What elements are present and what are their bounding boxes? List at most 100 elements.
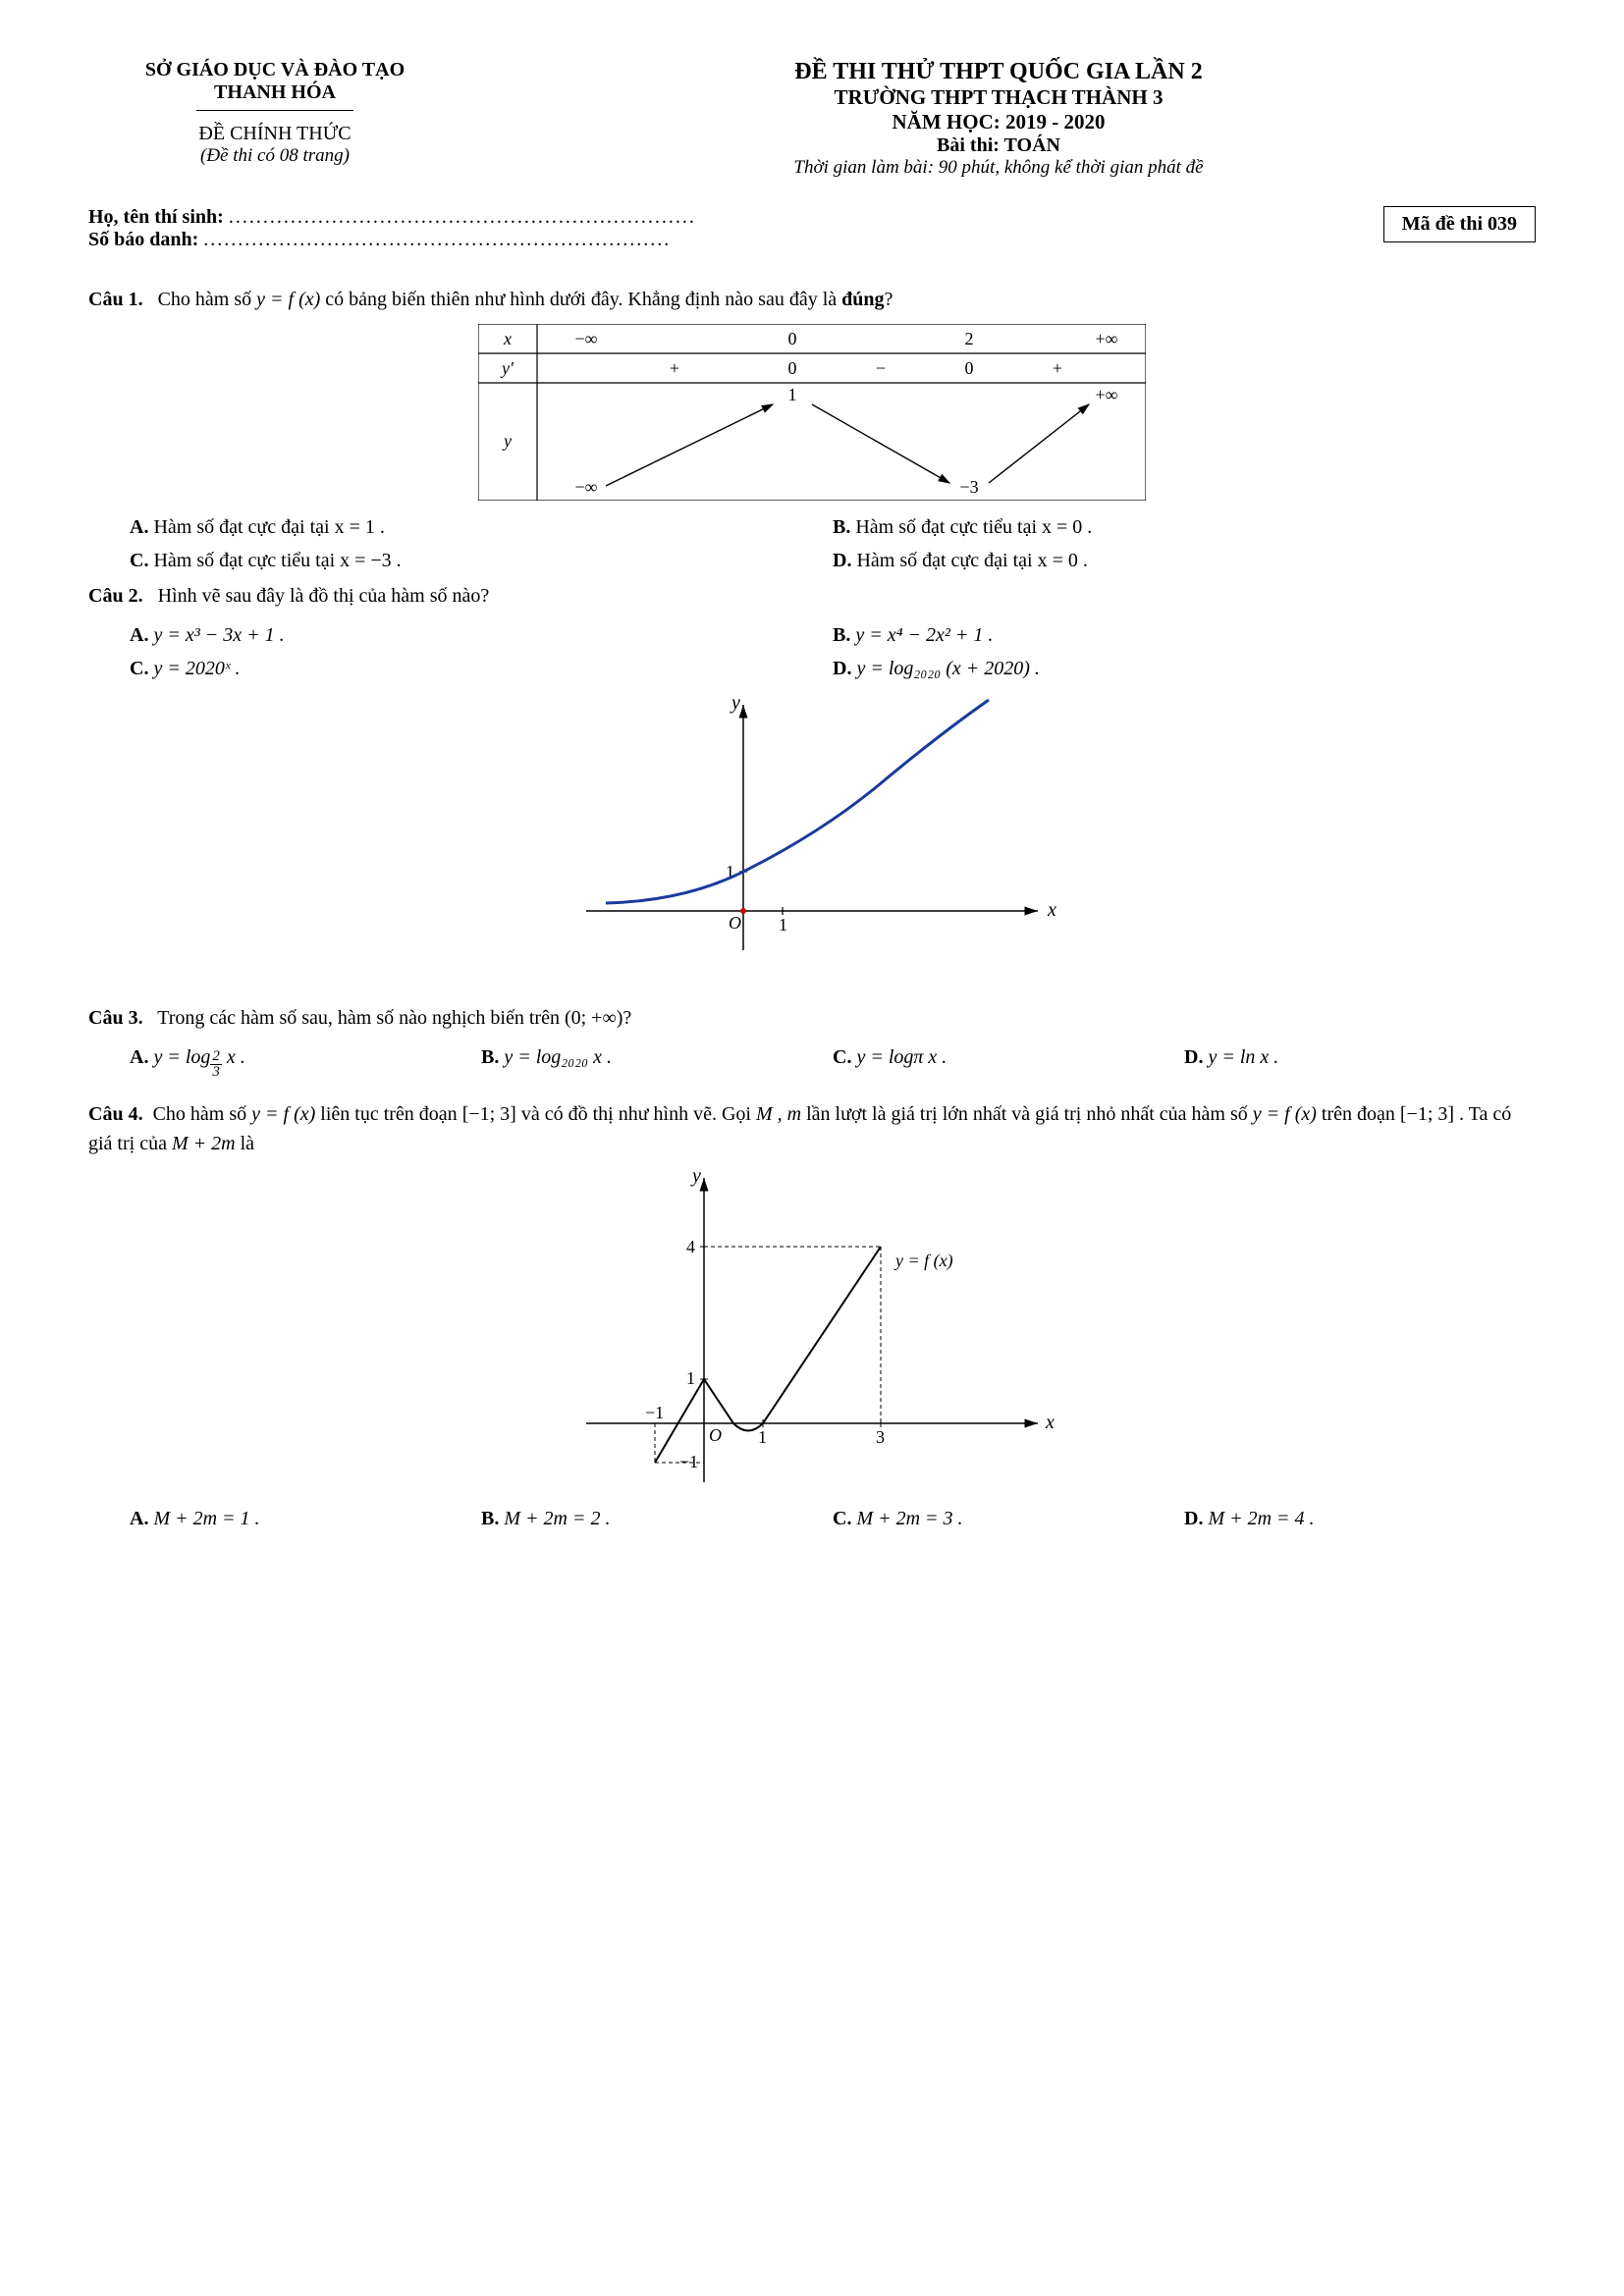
q2-text: Hình vẽ sau đây là đồ thị của hàm số nào… bbox=[158, 585, 490, 607]
svg-text:O: O bbox=[729, 913, 741, 933]
svg-text:−3: −3 bbox=[959, 477, 978, 497]
svg-text:+∞: +∞ bbox=[1096, 385, 1118, 404]
svg-text:1: 1 bbox=[758, 1427, 767, 1447]
svg-text:1: 1 bbox=[788, 385, 797, 404]
variation-table: x −∞ 0 2 +∞ y′ + 0 − 0 + y 1 −∞ −3 +∞ bbox=[478, 324, 1146, 501]
q4-expr: M + 2m bbox=[172, 1133, 236, 1154]
org-line2: THANH HÓA bbox=[88, 81, 461, 104]
q3-opt-d: D. y = ln x . bbox=[1184, 1041, 1536, 1082]
svg-text:x: x bbox=[503, 329, 512, 348]
q4-opt-a: A. M + 2m = 1 . bbox=[130, 1502, 481, 1535]
svg-text:−1: −1 bbox=[679, 1452, 698, 1471]
divider-left bbox=[196, 110, 353, 111]
q4-opt-d: D. M + 2m = 4 . bbox=[1184, 1502, 1536, 1535]
q2-opt-b: B. y = x⁴ − 2x² + 1 . bbox=[833, 618, 1536, 652]
q2-graph: x y O 1 1 bbox=[567, 695, 1057, 970]
q2-options: A. y = x³ − 3x + 1 . B. y = x⁴ − 2x² + 1… bbox=[130, 618, 1536, 685]
svg-text:−: − bbox=[876, 358, 886, 378]
q4-text-d: lần lượt là giá trị lớn nhất và giá trị … bbox=[806, 1103, 1253, 1125]
q2-opt-a: A. y = x³ − 3x + 1 . bbox=[130, 618, 833, 652]
svg-text:2: 2 bbox=[965, 329, 974, 348]
q4-text-e: trên đoạn bbox=[1322, 1103, 1400, 1125]
info-row: Họ, tên thí sinh: Số báo danh: Mã đề thi… bbox=[88, 206, 1536, 251]
question-1: Câu 1. Cho hàm số y = f (x) có bảng biến… bbox=[88, 285, 1536, 577]
svg-text:O: O bbox=[709, 1425, 722, 1445]
svg-text:1: 1 bbox=[686, 1368, 695, 1388]
svg-text:y = f (x): y = f (x) bbox=[893, 1251, 953, 1271]
q4-graph: x y O −1 1 3 −1 1 4 y = f (x) bbox=[557, 1168, 1067, 1492]
svg-text:3: 3 bbox=[876, 1427, 885, 1447]
svg-text:4: 4 bbox=[686, 1237, 695, 1256]
title-line5: Thời gian làm bài: 90 phút, không kể thờ… bbox=[461, 157, 1536, 179]
q1-opt-b: B. Hàm số đạt cực tiểu tại x = 0 . bbox=[833, 510, 1536, 544]
q4-text-a: Cho hàm số bbox=[153, 1103, 252, 1125]
q4-options: A. M + 2m = 1 . B. M + 2m = 2 . C. M + 2… bbox=[130, 1502, 1536, 1535]
q2-opt-c: C. y = 2020ˣ . bbox=[130, 652, 833, 685]
q4-int2: [−1; 3] bbox=[1400, 1103, 1454, 1125]
q1-opt-a: A. Hàm số đạt cực đại tại x = 1 . bbox=[130, 510, 833, 544]
svg-text:y: y bbox=[502, 431, 512, 451]
q4-opt-c: C. M + 2m = 3 . bbox=[833, 1502, 1184, 1535]
svg-text:−∞: −∞ bbox=[575, 477, 598, 497]
q3-opt-b: B. y = log₂₀₂₀ x . bbox=[481, 1041, 833, 1082]
q1-label: Câu 1. bbox=[88, 289, 143, 310]
q3-label: Câu 3. bbox=[88, 1007, 143, 1029]
q3-opt-a: A. y = log23 x . bbox=[130, 1041, 481, 1082]
title-line1: ĐỀ THI THỬ THPT QUỐC GIA LẦN 2 bbox=[461, 59, 1536, 85]
header-left: SỞ GIÁO DỤC VÀ ĐÀO TẠO THANH HÓA ĐỀ CHÍN… bbox=[88, 59, 461, 179]
name-dots bbox=[229, 206, 696, 228]
q1-opt-d: D. Hàm số đạt cực đại tại x = 0 . bbox=[833, 544, 1536, 577]
svg-text:+∞: +∞ bbox=[1096, 329, 1118, 348]
q3-opt-c: C. y = logπ x . bbox=[833, 1041, 1184, 1082]
q4-label: Câu 4. bbox=[88, 1103, 143, 1125]
title-line3: NĂM HỌC: 2019 - 2020 bbox=[461, 110, 1536, 134]
svg-text:+: + bbox=[670, 358, 679, 378]
q2-label: Câu 2. bbox=[88, 585, 143, 607]
q1-fx: y = f (x) bbox=[256, 289, 320, 310]
q4-Mm: M , m bbox=[756, 1103, 801, 1125]
id-dots bbox=[203, 229, 671, 250]
q1-text-c: ? bbox=[885, 289, 893, 310]
q3-text-b: ? bbox=[623, 1007, 631, 1029]
q1-opt-c: C. Hàm số đạt cực tiểu tại x = −3 . bbox=[130, 544, 833, 577]
header: SỞ GIÁO DỤC VÀ ĐÀO TẠO THANH HÓA ĐỀ CHÍN… bbox=[88, 59, 1536, 179]
q1-text-a: Cho hàm số bbox=[158, 289, 257, 310]
q2-opt-d: D. y = log₂₀₂₀ (x + 2020) . bbox=[833, 652, 1536, 685]
org-line1: SỞ GIÁO DỤC VÀ ĐÀO TẠO bbox=[88, 59, 461, 81]
svg-text:y′: y′ bbox=[500, 358, 514, 378]
q4-text-g: là bbox=[241, 1133, 254, 1154]
pages-label: (Đề thi có 08 trang) bbox=[88, 145, 461, 167]
question-2: Câu 2. Hình vẽ sau đây là đồ thị của hàm… bbox=[88, 581, 1536, 970]
question-3: Câu 3. Trong các hàm số sau, hàm số nào … bbox=[88, 1003, 1536, 1082]
name-label: Họ, tên thí sinh: bbox=[88, 206, 224, 228]
official-label: ĐỀ CHÍNH THỨC bbox=[88, 123, 461, 145]
q4-int1: [−1; 3] bbox=[462, 1103, 516, 1125]
question-4: Câu 4. Cho hàm số y = f (x) liên tục trê… bbox=[88, 1099, 1536, 1535]
q3-options: A. y = log23 x . B. y = log₂₀₂₀ x . C. y… bbox=[130, 1041, 1536, 1082]
q4-text-b: liên tục trên đoạn bbox=[320, 1103, 461, 1125]
svg-text:−∞: −∞ bbox=[575, 329, 598, 348]
title-line4: Bài thi: TOÁN bbox=[461, 134, 1536, 157]
q4-fx2: y = f (x) bbox=[1253, 1103, 1317, 1125]
q4-fx: y = f (x) bbox=[251, 1103, 315, 1125]
svg-text:0: 0 bbox=[965, 358, 974, 378]
title-line2: TRƯỜNG THPT THẠCH THÀNH 3 bbox=[461, 85, 1536, 110]
svg-text:x: x bbox=[1047, 899, 1056, 921]
svg-text:+: + bbox=[1053, 358, 1062, 378]
svg-text:1: 1 bbox=[779, 915, 787, 934]
svg-text:y: y bbox=[690, 1168, 701, 1187]
exam-code-box: Mã đề thi 039 bbox=[1383, 206, 1536, 242]
q3-interval: (0; +∞) bbox=[565, 1007, 623, 1029]
svg-text:0: 0 bbox=[788, 329, 797, 348]
q4-opt-b: B. M + 2m = 2 . bbox=[481, 1502, 833, 1535]
svg-text:−1: −1 bbox=[645, 1403, 664, 1422]
header-right: ĐỀ THI THỬ THPT QUỐC GIA LẦN 2 TRƯỜNG TH… bbox=[461, 59, 1536, 179]
q1-bold: đúng bbox=[841, 289, 884, 310]
q1-text-b: có bảng biến thiên như hình dưới đây. Kh… bbox=[325, 289, 841, 310]
q3-text-a: Trong các hàm số sau, hàm số nào nghịch … bbox=[157, 1007, 560, 1029]
q1-options: A. Hàm số đạt cực đại tại x = 1 . B. Hàm… bbox=[130, 510, 1536, 577]
q4-text-c: và có đồ thị như hình vẽ. Gọi bbox=[521, 1103, 756, 1125]
candidate-info: Họ, tên thí sinh: Số báo danh: bbox=[88, 206, 696, 251]
svg-text:y: y bbox=[730, 695, 740, 714]
svg-text:x: x bbox=[1045, 1412, 1055, 1433]
